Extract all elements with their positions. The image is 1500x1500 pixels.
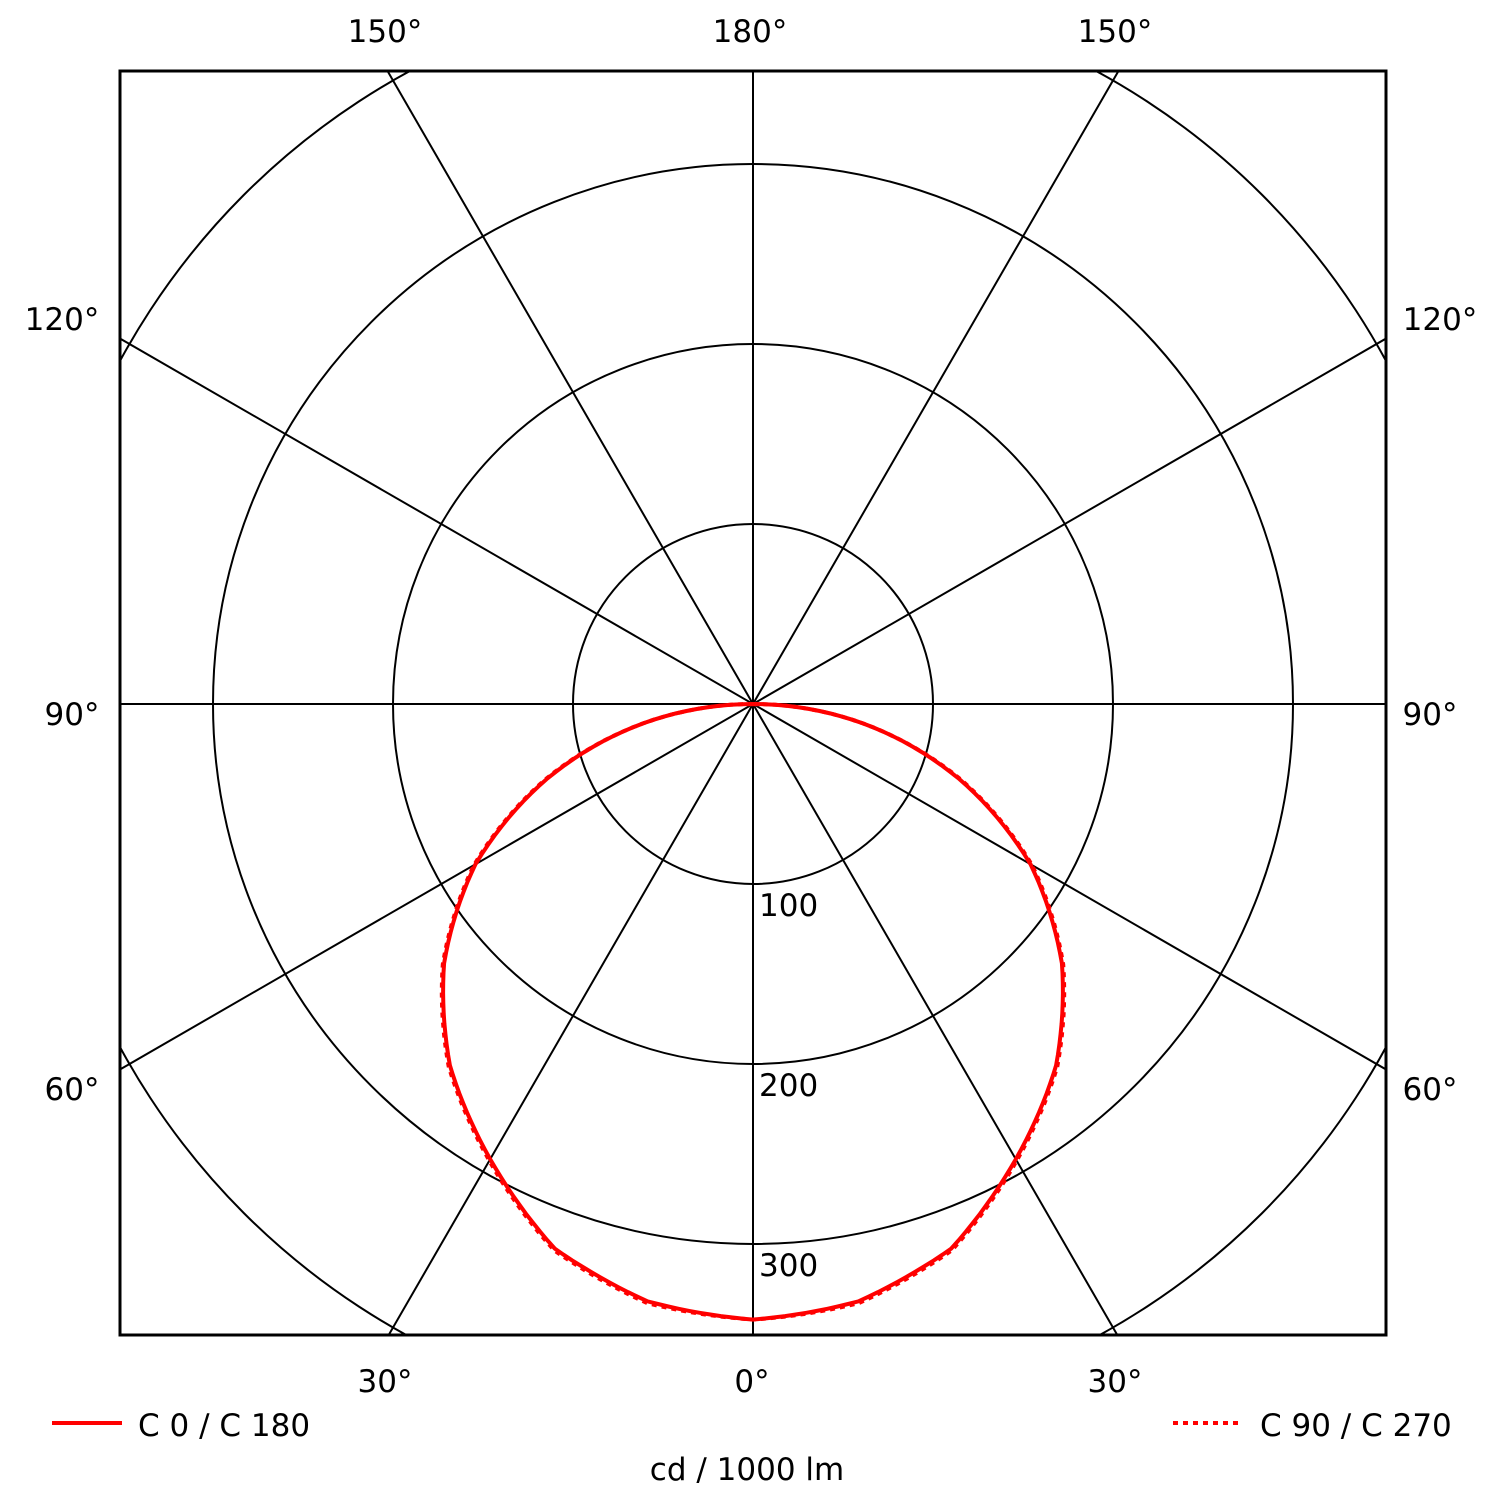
angle-label-top-center: 180° bbox=[713, 14, 788, 50]
angle-label-right-mid: 90° bbox=[1403, 697, 1458, 733]
radial-tick-label: 300 bbox=[759, 1248, 818, 1284]
angle-label-top-left: 150° bbox=[348, 14, 423, 50]
unit-label: cd / 1000 lm bbox=[650, 1452, 844, 1488]
legend-label-c90-c270: C 90 / C 270 bbox=[1260, 1408, 1452, 1444]
series-curve-1 bbox=[439, 702, 1067, 1322]
angle-label-right-top: 120° bbox=[1403, 302, 1478, 338]
radial-tick-label: 200 bbox=[759, 1068, 818, 1104]
radial-tick-label: 100 bbox=[759, 888, 818, 924]
angle-label-bottom-left: 30° bbox=[358, 1364, 413, 1400]
plot-frame bbox=[118, 69, 1388, 1337]
angle-label-bottom-right: 30° bbox=[1088, 1364, 1143, 1400]
angle-label-top-right: 150° bbox=[1078, 14, 1153, 50]
legend-label-c0-c180: C 0 / C 180 bbox=[138, 1408, 310, 1444]
angle-label-left-bottom: 60° bbox=[45, 1072, 100, 1108]
angle-label-right-bottom: 60° bbox=[1403, 1072, 1458, 1108]
angle-label-left-top: 120° bbox=[25, 302, 100, 338]
angle-label-left-mid: 90° bbox=[45, 697, 100, 733]
angle-label-bottom-center: 0° bbox=[734, 1364, 769, 1400]
